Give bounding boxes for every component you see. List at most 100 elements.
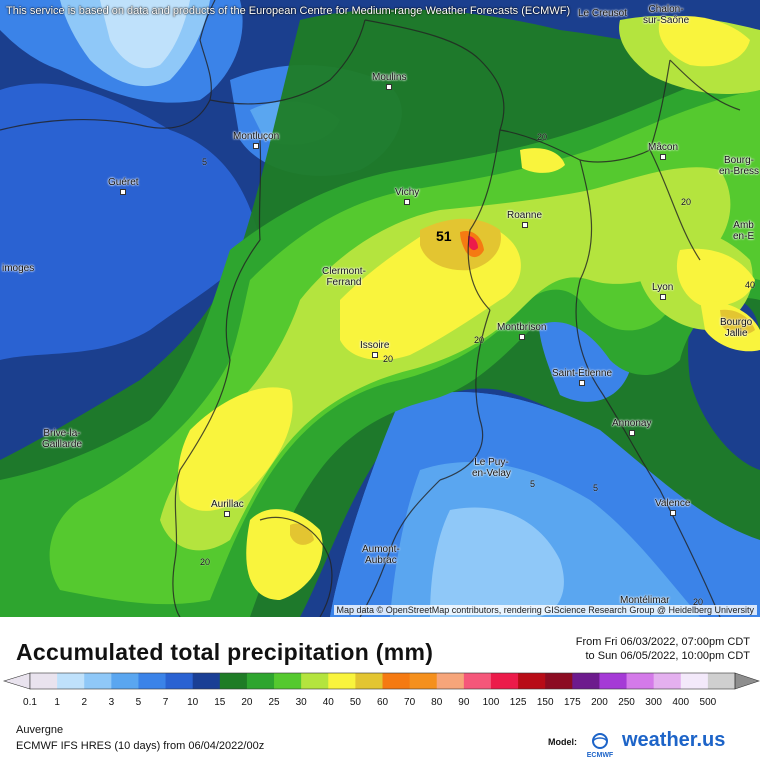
legend-title: Accumulated total precipitation (mm) <box>16 639 434 665</box>
scale-swatch <box>707 673 736 689</box>
scale-arrow-low <box>2 672 31 690</box>
scale-swatch <box>301 673 329 689</box>
scale-tick-label: 125 <box>509 697 527 708</box>
city-label: Amb en-E <box>733 220 755 242</box>
brand-logo[interactable]: weather.us <box>622 729 726 751</box>
color-scale <box>2 672 760 690</box>
scale-tick-label: 60 <box>376 697 389 708</box>
forecast-period: From Fri 06/03/2022, 07:00pm CDT to Sun … <box>576 635 750 663</box>
contour-label: 5 <box>530 479 536 489</box>
city-label: Bourg- en-Bress <box>719 155 760 177</box>
scale-swatch <box>409 673 438 689</box>
contour-label: 20 <box>537 132 548 142</box>
scale-tick-label: 300 <box>645 697 662 708</box>
city-label: Vichy <box>395 187 419 205</box>
scale-swatch <box>165 673 194 689</box>
contour-label: 20 <box>681 197 692 207</box>
contour-label: 20 <box>474 335 485 345</box>
scale-swatch <box>490 673 519 689</box>
scale-swatch <box>57 673 85 689</box>
scale-tick-label: 0.1 <box>23 697 37 708</box>
scale-border <box>29 672 736 690</box>
scale-swatch <box>219 673 248 689</box>
scale-swatch <box>436 673 465 689</box>
city-label: Valence <box>655 498 690 516</box>
precipitation-field <box>0 0 760 617</box>
city-label: Montbrison <box>497 322 546 340</box>
scale-swatch <box>192 673 221 689</box>
map-attribution: Map data © OpenStreetMap contributors, r… <box>333 605 757 615</box>
scale-tick-label: 200 <box>591 697 608 708</box>
contour-label: 5 <box>593 483 599 493</box>
city-label: Lyon <box>652 282 673 300</box>
scale-swatch <box>518 673 546 689</box>
contour-label: 20 <box>383 354 394 364</box>
scale-swatch <box>111 673 139 689</box>
scale-tick-label: 80 <box>431 697 443 708</box>
model-info: ECMWF IFS HRES (10 days) from 06/04/2022… <box>16 740 265 752</box>
scale-tick-label: 40 <box>322 697 334 708</box>
region-name: Auvergne <box>16 724 64 736</box>
scale-tick-label: 150 <box>536 697 554 708</box>
scale-tick-label: 10 <box>187 697 199 708</box>
scale-swatch <box>599 673 628 689</box>
scale-swatch <box>30 673 58 689</box>
city-label: Le Puy- en-Velay <box>472 457 511 479</box>
scale-swatch <box>545 673 573 689</box>
city-label: Roanne <box>507 210 542 228</box>
precipitation-map[interactable]: This service is based on data and produc… <box>0 0 760 617</box>
scale-arrow-high <box>734 672 760 690</box>
scale-tick-label: 400 <box>672 697 690 708</box>
contour-label: 20 <box>200 557 211 567</box>
city-label: imoges <box>2 263 35 274</box>
city-label: Montluçon <box>233 131 279 149</box>
contour-label: 5 <box>202 157 208 167</box>
scale-tick-label: 50 <box>349 697 361 708</box>
city-label: Chalon- sur-Saône <box>643 4 690 26</box>
scale-swatch <box>355 673 383 689</box>
scale-swatch <box>572 673 600 689</box>
scale-tick-label: 7 <box>162 697 169 708</box>
scale-tick-label: 500 <box>699 697 717 708</box>
scale-swatch <box>653 673 682 689</box>
city-label: Moulins <box>372 72 406 90</box>
scale-tick-label: 30 <box>295 697 307 708</box>
scale-tick-label: 250 <box>618 697 635 708</box>
scale-swatch <box>246 673 275 689</box>
city-label: Brive-la- Gaillarde <box>42 428 83 450</box>
scale-tick-label: 20 <box>241 697 253 708</box>
ecmwf-logo-icon: ECMWF <box>587 733 614 759</box>
scale-tick-label: 15 <box>214 697 226 708</box>
legend-panel: Accumulated total precipitation (mm) Fro… <box>0 617 760 760</box>
city-label: Annonay <box>612 418 651 436</box>
scale-tick-labels: 0.1 1 2 3 5 7 10 15 20 25 30 40 50 60 70 80 90 100 125 150 1… <box>0 697 760 711</box>
city-label: Saint-Étienne <box>552 368 612 386</box>
city-label: Montélimar <box>620 595 670 606</box>
scale-tick-label: 25 <box>268 697 280 708</box>
scale-tick-label: 100 <box>482 697 500 708</box>
contour-label: 20 <box>693 597 704 607</box>
city-label: Bourgo Jallie <box>720 317 753 339</box>
city-label: Issoire <box>360 340 389 358</box>
ecmwf-logo-text: ECMWF <box>587 752 614 759</box>
period-from: From Fri 06/03/2022, 07:00pm CDT <box>575 636 750 648</box>
contour-label: 40 <box>745 280 756 290</box>
city-label: Aumont- Aubrac <box>362 544 400 566</box>
scale-swatch <box>463 673 492 689</box>
scale-swatch <box>626 673 655 689</box>
scale-tick-label: 1 <box>54 697 60 708</box>
city-label: Aurillac <box>211 499 244 517</box>
scale-swatch <box>84 673 112 689</box>
scale-tick-label: 2 <box>81 697 87 708</box>
scale-tick-label: 5 <box>135 697 142 708</box>
ecmwf-notice: This service is based on data and produc… <box>6 5 571 17</box>
city-label: Le Creusot <box>578 8 627 19</box>
period-to: to Sun 06/05/2022, 10:00pm CDT <box>585 650 751 662</box>
city-label: Clermont- Ferrand <box>322 266 366 288</box>
city-label: Guéret <box>108 177 139 195</box>
model-label: Model: <box>548 737 577 747</box>
scale-swatch <box>680 673 709 689</box>
scale-swatch <box>274 673 302 689</box>
scale-tick-label: 70 <box>404 697 416 708</box>
scale-swatch <box>328 673 356 689</box>
